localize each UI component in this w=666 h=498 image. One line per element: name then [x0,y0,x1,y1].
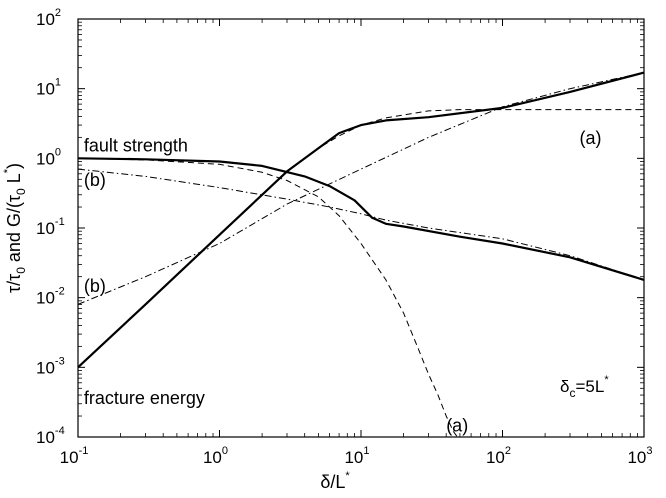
delta-c-label: δc=5L* [560,374,609,400]
y-tick-label-0: 10-4 [36,425,65,447]
x-tick-label-1: 100 [203,445,228,467]
y-tick-label-1: 10-3 [36,355,65,377]
plot-marks [77,71,645,438]
series-line-2-solid [77,71,645,369]
x-tick-label-2: 101 [344,445,369,467]
series-line-4-dashed [77,109,644,368]
series-line-3-dashed [77,157,458,438]
x-tick-label-3: 102 [486,445,511,467]
annotation-0: fault strength [84,136,188,156]
y-tick-label-5: 101 [36,77,61,99]
x-tick-label-4: 103 [627,445,652,467]
series-line-1-solid [77,157,645,281]
annotation-2: (b) [84,170,106,190]
y-tick-label-6: 102 [36,7,61,29]
y-tick-label-4: 100 [36,146,61,168]
plot-frame [77,18,645,438]
series-line-6-dashdot [77,72,645,305]
y-tick-label-3: 10-1 [36,216,65,238]
annotation-5: (a) [446,415,468,435]
axis-ticks: 10-1 100 101 102 103 10-4 10-3 10-2 10-1 100 101 10… [36,7,653,467]
y-tick-label-2: 10-2 [36,286,65,308]
annotation-4: (a) [579,128,601,148]
x-axis-label: δ/L* [320,470,350,492]
series-line-5-dashdot [77,168,645,281]
y-axis-label: τ/τ0 and G/(τ0 L*) [2,163,28,293]
annotations: fault strength fracture energy (b) (b) (a) (a… [84,128,602,435]
x-tick-label-0: 10-1 [60,445,89,467]
annotation-3: (b) [84,276,106,296]
annotation-1: fracture energy [84,388,205,408]
